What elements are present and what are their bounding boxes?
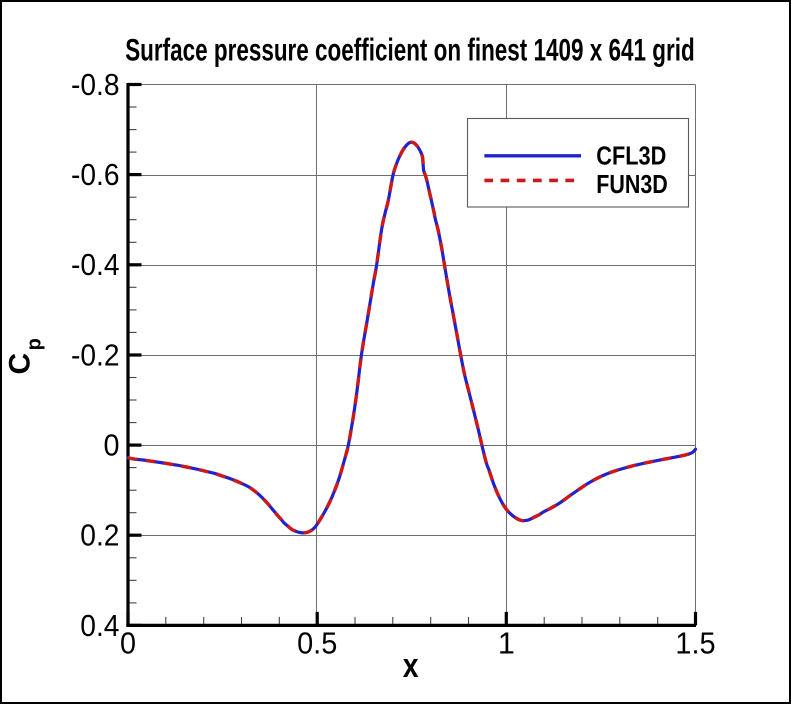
svg-text:1: 1: [498, 627, 515, 661]
svg-text:CFL3D: CFL3D: [596, 140, 666, 170]
svg-text:0.4: 0.4: [80, 609, 119, 643]
svg-text:-0.4: -0.4: [71, 248, 120, 282]
svg-text:-0.6: -0.6: [71, 158, 120, 192]
svg-text:-0.2: -0.2: [71, 338, 120, 372]
svg-text:0.2: 0.2: [80, 519, 119, 553]
svg-text:1.5: 1.5: [675, 627, 715, 661]
svg-text:Surface pressure coefficient o: Surface pressure coefficient on finest 1…: [125, 31, 695, 67]
svg-text:-0.8: -0.8: [71, 68, 120, 102]
svg-text:FUN3D: FUN3D: [596, 169, 668, 199]
svg-text:0.5: 0.5: [297, 627, 337, 661]
svg-text:0: 0: [120, 627, 136, 661]
svg-text:0: 0: [104, 429, 120, 463]
svg-text:x: x: [403, 647, 419, 685]
